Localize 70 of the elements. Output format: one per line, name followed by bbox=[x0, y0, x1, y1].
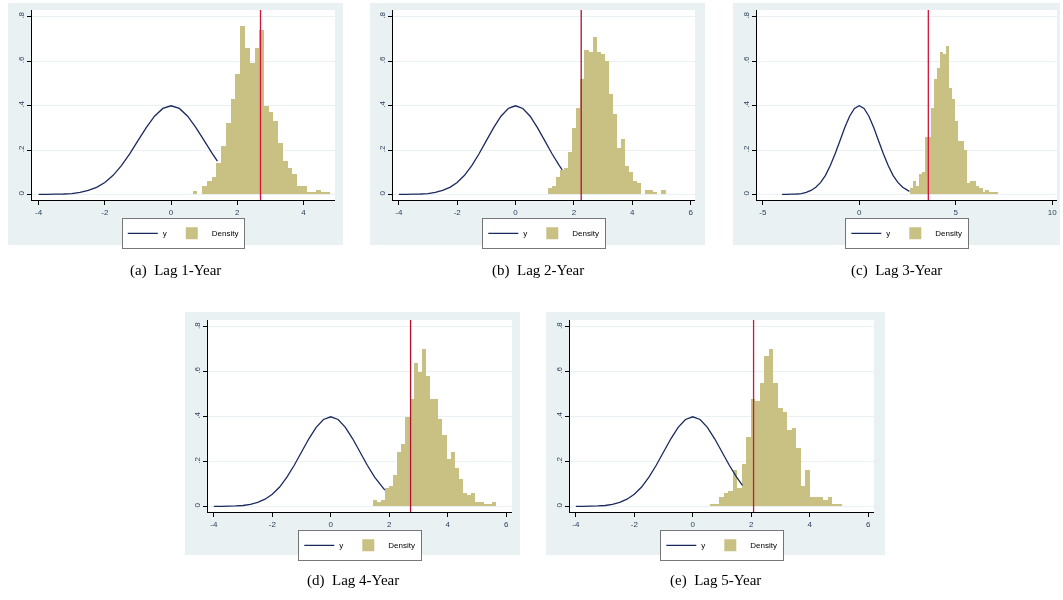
text: (c) Lag 3-Year bbox=[851, 262, 943, 279]
y-tick-label: .2 bbox=[192, 456, 202, 464]
x-tick-label: 4 bbox=[445, 519, 451, 529]
y-tick-label: .4 bbox=[377, 100, 387, 108]
x-tick-label: 6 bbox=[503, 519, 509, 529]
legend-label: y bbox=[162, 229, 167, 239]
text: (a) Lag 1-Year bbox=[130, 262, 222, 279]
legend-label: Density bbox=[388, 541, 415, 551]
y-tick-label: .8 bbox=[16, 11, 26, 19]
x-tick-label: -5 bbox=[759, 207, 767, 217]
y-tick-label: .2 bbox=[554, 456, 564, 464]
x-tick-label: -4 bbox=[395, 207, 403, 217]
y-tick-label: 0 bbox=[16, 190, 26, 196]
y-tick-label: .4 bbox=[741, 100, 751, 108]
y-tick-label: .2 bbox=[741, 144, 751, 153]
text: (e) Lag 5-Year bbox=[670, 572, 762, 589]
x-tick-label: -2 bbox=[453, 207, 462, 217]
x-tick-label: -2 bbox=[101, 207, 109, 217]
y-tick-label: 0 bbox=[377, 190, 387, 196]
legend-label: y bbox=[523, 229, 528, 239]
x-tick-label: 0 bbox=[857, 207, 863, 217]
legend-label: Density bbox=[572, 229, 599, 239]
x-tick-label: -4 bbox=[210, 519, 218, 529]
x-tick-label: 0 bbox=[690, 519, 696, 529]
legend-label: y bbox=[339, 541, 344, 551]
y-tick-label: .8 bbox=[741, 11, 751, 19]
legend-label: Density bbox=[935, 229, 962, 239]
y-tick-label: 0 bbox=[192, 502, 202, 508]
y-tick-label: .4 bbox=[16, 100, 26, 108]
y-tick-label: .6 bbox=[16, 56, 26, 64]
x-tick-label: -4 bbox=[35, 207, 43, 217]
text: (d) Lag 4-Year bbox=[307, 572, 400, 589]
x-tick-label: -4 bbox=[572, 519, 580, 529]
legend-label: y bbox=[701, 541, 706, 551]
x-tick-label: 0 bbox=[168, 207, 174, 217]
x-tick-label: 2 bbox=[387, 519, 392, 529]
x-tick-label: 2 bbox=[235, 207, 241, 217]
x-tick-label: 6 bbox=[865, 519, 871, 529]
x-tick-label: 0 bbox=[513, 207, 519, 217]
y-tick-label: .4 bbox=[192, 411, 202, 419]
y-tick-label: .2 bbox=[377, 144, 387, 153]
x-tick-label: -2 bbox=[630, 519, 639, 529]
text: (b) Lag 2-Year bbox=[492, 262, 585, 279]
x-tick-label: 2 bbox=[571, 207, 577, 217]
y-tick-label: 0 bbox=[741, 190, 751, 196]
line-series bbox=[781, 105, 911, 196]
x-tick-label: 2 bbox=[749, 519, 754, 529]
x-tick-label: 4 bbox=[807, 519, 813, 529]
legend-label: Density bbox=[750, 541, 777, 551]
y-tick-label: .6 bbox=[554, 366, 564, 374]
y-tick-label: .8 bbox=[554, 321, 564, 329]
x-tick-label: 10 bbox=[1047, 207, 1058, 217]
y-tick-label: .8 bbox=[377, 11, 387, 19]
x-tick-label: 0 bbox=[328, 519, 334, 529]
y-tick-label: .8 bbox=[192, 321, 202, 329]
x-tick-label: 6 bbox=[688, 207, 694, 217]
y-tick-label: .6 bbox=[741, 56, 751, 64]
x-tick-label: 4 bbox=[630, 207, 636, 217]
x-tick-label: -2 bbox=[268, 519, 277, 529]
y-tick-label: .4 bbox=[554, 411, 564, 419]
line-series bbox=[37, 105, 219, 196]
y-tick-label: .6 bbox=[377, 56, 387, 64]
legend-label: Density bbox=[211, 229, 239, 239]
y-tick-label: .6 bbox=[192, 366, 202, 374]
legend-label: y bbox=[886, 229, 891, 239]
y-tick-label: 0 bbox=[554, 502, 564, 508]
x-tick-label: 4 bbox=[301, 207, 307, 217]
line-series bbox=[575, 416, 744, 508]
x-tick-label: 5 bbox=[953, 207, 959, 217]
y-tick-label: .2 bbox=[16, 144, 26, 153]
